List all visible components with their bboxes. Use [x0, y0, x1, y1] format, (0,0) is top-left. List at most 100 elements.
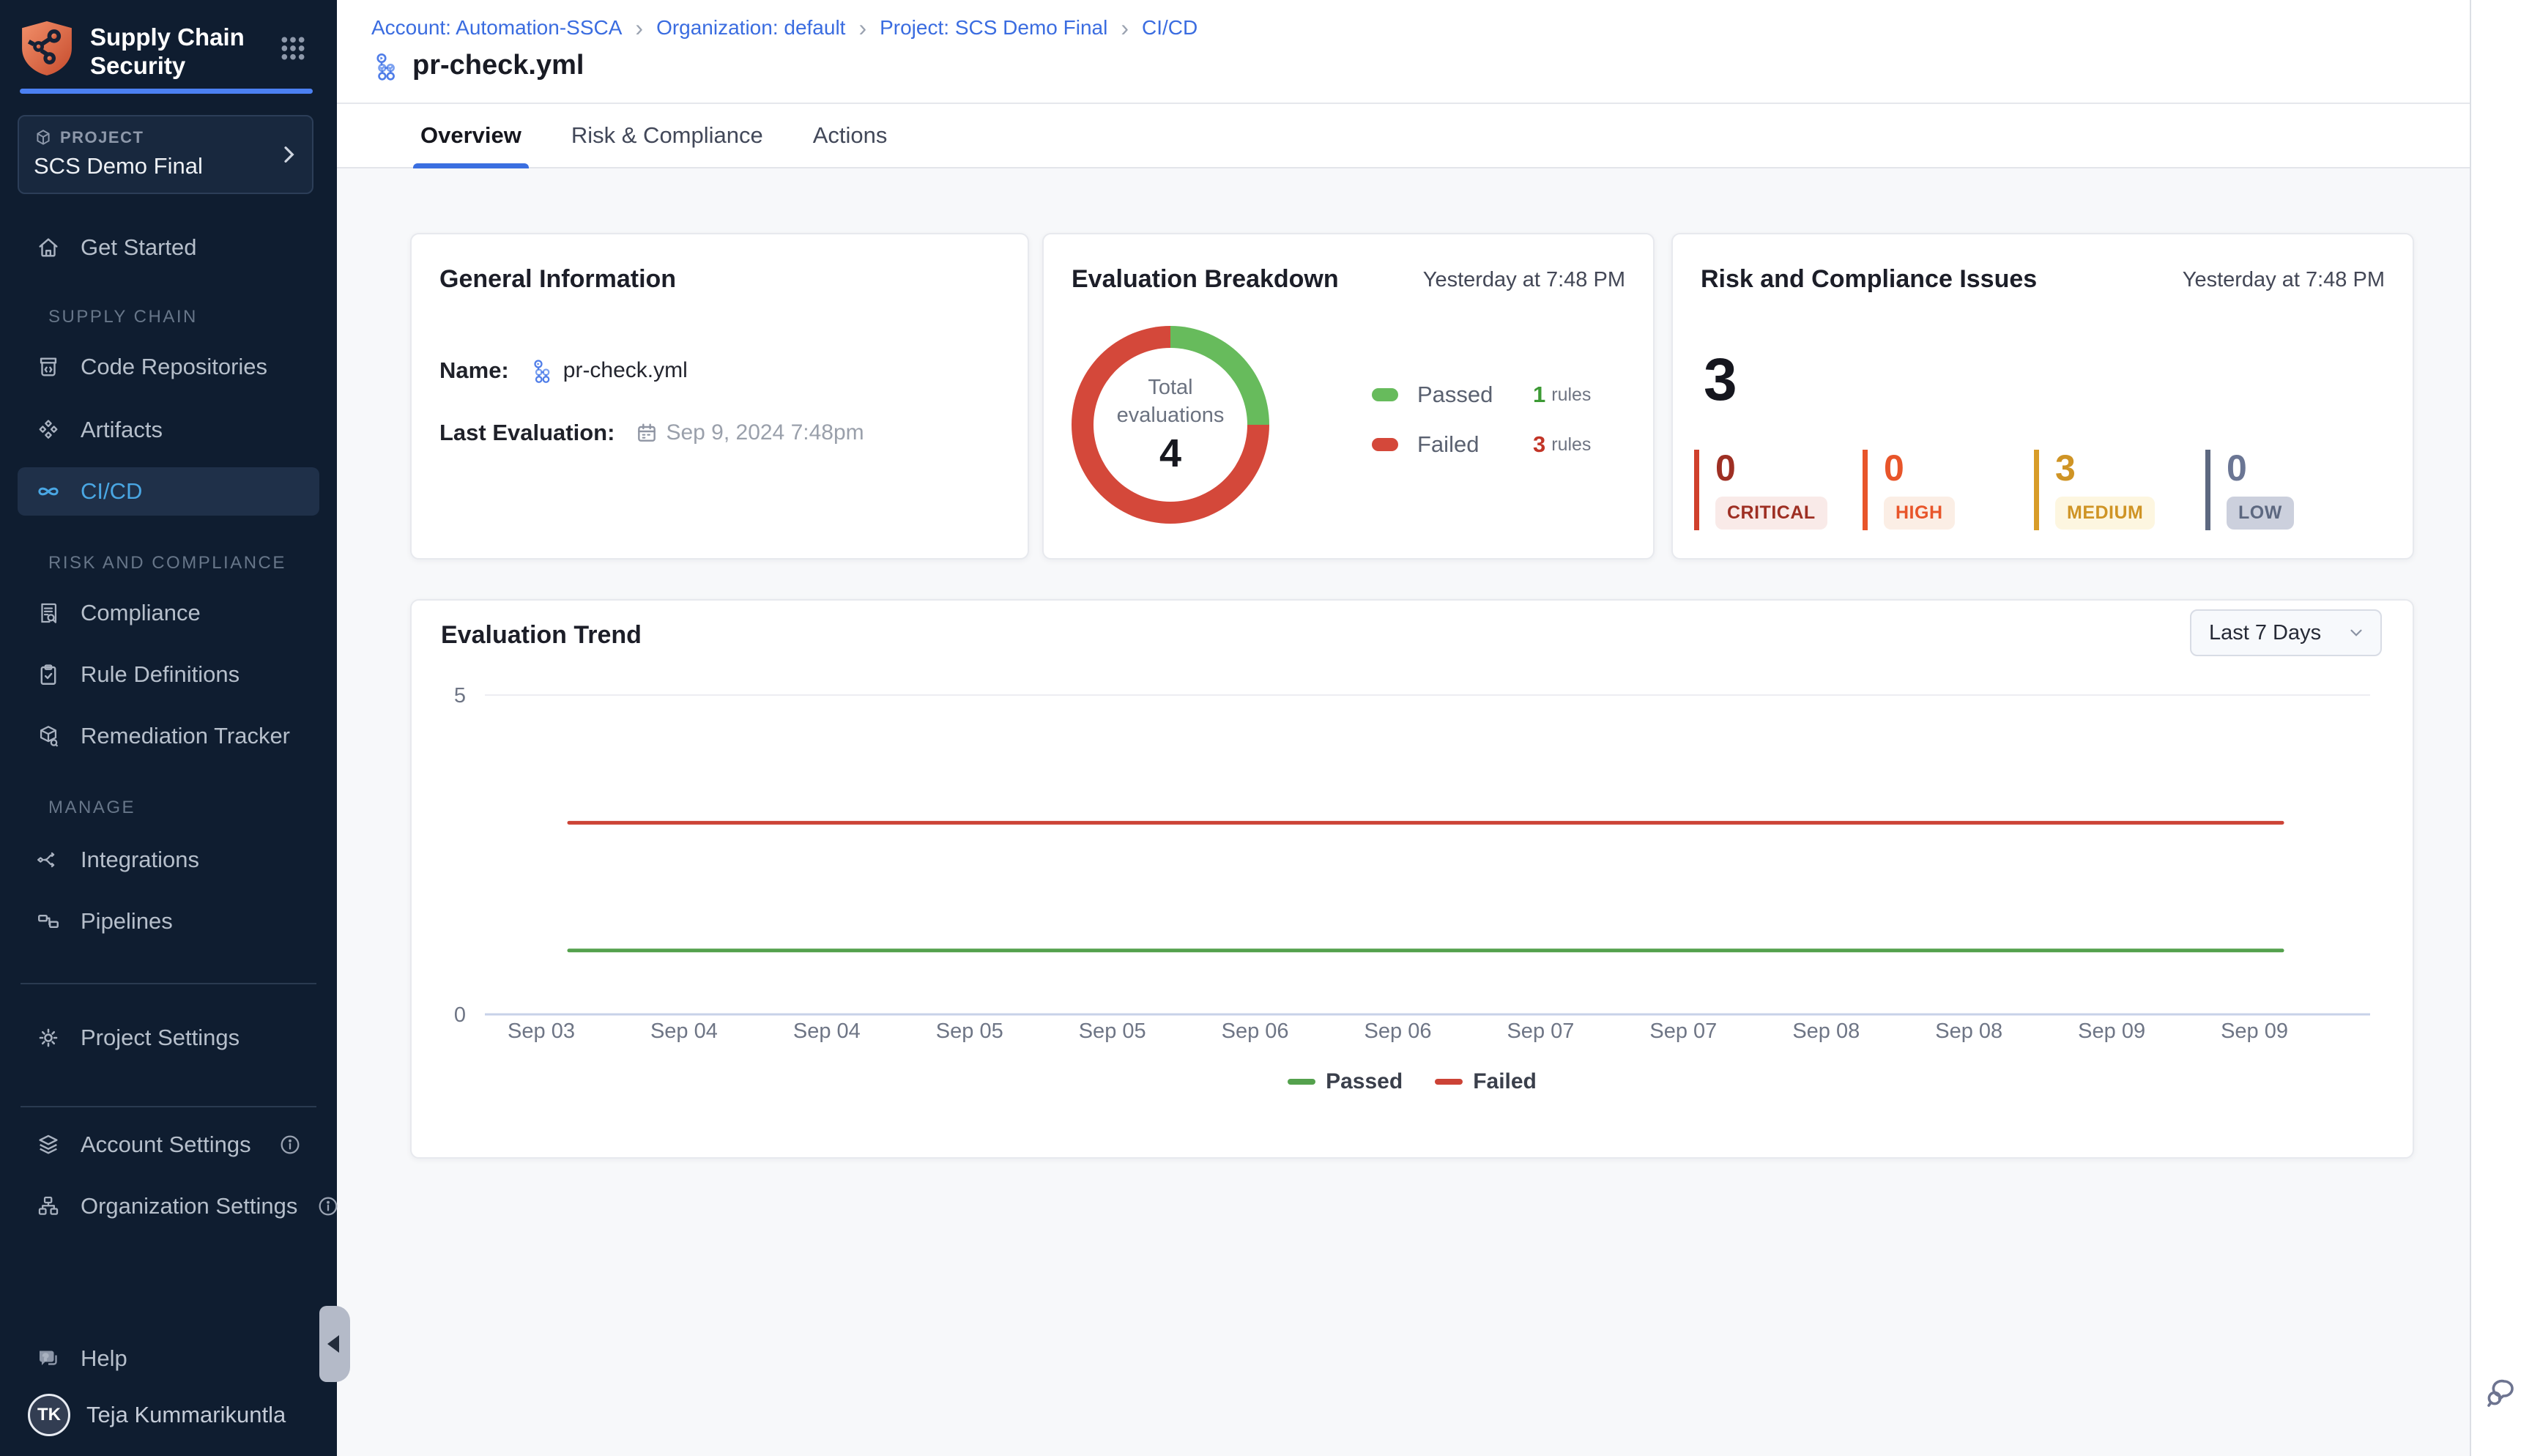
- calendar-icon: [635, 421, 658, 445]
- severity-badge: LOW: [2227, 497, 2294, 530]
- total-evaluations-value: 4: [1159, 431, 1181, 476]
- date-range-select[interactable]: Last 7 Days: [2190, 609, 2382, 656]
- last-evaluation-label: Last Evaluation:: [439, 420, 615, 446]
- legend-row-passed: Passed 1 rules: [1372, 379, 1591, 410]
- app-logo: Supply Chain Security: [20, 18, 259, 80]
- pipelines-icon: [35, 908, 62, 935]
- legend-passed: Passed: [1288, 1069, 1403, 1094]
- sidebar-item-label: Rule Definitions: [81, 661, 240, 688]
- app-grid-icon[interactable]: [278, 34, 308, 63]
- passed-dash: [1288, 1079, 1315, 1085]
- section-supply-chain: SUPPLY CHAIN: [18, 307, 319, 327]
- sidebar-item-label: Code Repositories: [81, 354, 267, 380]
- sidebar-item-label: Artifacts: [81, 417, 163, 443]
- severity-medium: 3 MEDIUM: [2034, 450, 2155, 530]
- section-risk-compliance: RISK AND COMPLIANCE: [18, 553, 319, 573]
- sidebar-item-label: CI/CD: [81, 478, 142, 505]
- sidebar-item-cicd[interactable]: CI/CD: [18, 467, 319, 516]
- evaluation-breakdown-card: Evaluation Breakdown Yesterday at 7:48 P…: [1042, 233, 1655, 560]
- svg-text:Sep 06: Sep 06: [1222, 1019, 1289, 1043]
- sidebar-item-project-settings[interactable]: Project Settings: [18, 1021, 319, 1055]
- chevron-down-icon: [2347, 623, 2366, 642]
- donut-center: Total evaluations 4: [1094, 348, 1247, 502]
- card-title: General Information: [439, 265, 676, 294]
- project-selector[interactable]: PROJECT SCS Demo Final: [18, 115, 313, 194]
- integrations-icon: [35, 847, 62, 873]
- sidebar-nav: Get Started SUPPLY CHAIN Code Repositori…: [0, 194, 337, 1456]
- sidebar-item-account-settings[interactable]: Account Settings: [18, 1128, 319, 1162]
- clipboard-check-icon: [35, 661, 62, 688]
- page-title: pr-check.yml: [412, 50, 584, 81]
- svg-text:Sep 03: Sep 03: [508, 1019, 575, 1043]
- sidebar-item-pipelines[interactable]: Pipelines: [18, 905, 319, 938]
- sidebar-item-label: Project Settings: [81, 1025, 240, 1051]
- home-icon: [35, 234, 62, 261]
- pipeline-file-icon: [530, 357, 556, 384]
- breadcrumb-project-link[interactable]: Project: SCS Demo Final: [880, 16, 1107, 40]
- tab-overview[interactable]: Overview: [413, 104, 529, 167]
- layers-icon: [35, 1132, 62, 1158]
- sidebar-item-compliance[interactable]: Compliance: [18, 596, 319, 630]
- info-icon[interactable]: [316, 1195, 340, 1218]
- breadcrumb-account-link[interactable]: Account: Automation-SSCA: [371, 16, 622, 40]
- sidebar-item-remediation-tracker[interactable]: Remediation Tracker: [18, 719, 319, 753]
- sidebar-item-rule-definitions[interactable]: Rule Definitions: [18, 658, 319, 691]
- sidebar-accent-divider: [20, 89, 313, 94]
- sidebar-item-organization-settings[interactable]: Organization Settings: [18, 1189, 319, 1223]
- failed-dash: [1435, 1079, 1463, 1085]
- sidebar-item-get-started[interactable]: Get Started: [18, 231, 319, 264]
- trend-legend: Passed Failed: [412, 1069, 2413, 1094]
- breadcrumb: Account: Automation-SSCA › Organization:…: [371, 16, 1198, 40]
- tab-actions[interactable]: Actions: [806, 104, 895, 167]
- passed-count: 1: [1533, 382, 1545, 408]
- app-title: Supply Chain Security: [90, 23, 259, 80]
- tab-bar: Overview Risk & Compliance Actions: [337, 104, 2470, 168]
- breadcrumb-cicd-link[interactable]: CI/CD: [1142, 16, 1198, 40]
- date-range-value: Last 7 Days: [2209, 621, 2347, 645]
- sidebar-collapse-handle[interactable]: [319, 1306, 350, 1382]
- card-title: Risk and Compliance Issues: [1701, 265, 2037, 294]
- shield-logo-icon: [20, 18, 74, 78]
- severity-critical: 0 CRITICAL: [1694, 450, 1827, 530]
- sidebar-item-help[interactable]: ? Help: [18, 1342, 319, 1375]
- name-row: Name: pr-check.yml: [439, 357, 688, 384]
- sidebar-item-code-repositories[interactable]: Code Repositories: [18, 350, 319, 384]
- svg-text:Sep 06: Sep 06: [1365, 1019, 1432, 1043]
- user-name: Teja Kummarikuntla: [86, 1402, 286, 1428]
- passed-pill: [1372, 388, 1398, 401]
- sidebar-item-label: Help: [81, 1345, 127, 1372]
- help-chat-icon: ?: [35, 1345, 62, 1372]
- breadcrumb-separator: ›: [1121, 18, 1129, 38]
- tab-risk-compliance[interactable]: Risk & Compliance: [564, 104, 771, 167]
- project-label: PROJECT: [60, 128, 144, 147]
- legend-row-failed: Failed 3 rules: [1372, 429, 1591, 460]
- breadcrumb-organization-link[interactable]: Organization: default: [656, 16, 845, 40]
- svg-text:0: 0: [454, 1003, 466, 1027]
- sidebar-item-integrations[interactable]: Integrations: [18, 843, 319, 877]
- section-manage: MANAGE: [18, 798, 319, 818]
- cube-icon: [34, 128, 53, 147]
- user-menu[interactable]: TK Teja Kummarikuntla: [18, 1392, 319, 1438]
- severity-high: 0 HIGH: [1863, 450, 1955, 530]
- total-issues-value: 3: [1704, 350, 1737, 410]
- svg-text:?: ?: [42, 1351, 48, 1362]
- svg-text:Sep 08: Sep 08: [1792, 1019, 1860, 1043]
- sidebar-item-label: Integrations: [81, 847, 199, 873]
- chat-icon[interactable]: [2483, 1375, 2518, 1411]
- document-search-icon: [35, 600, 62, 626]
- pipeline-file-icon: [371, 51, 402, 81]
- infinity-icon: [35, 478, 62, 505]
- card-title: Evaluation Breakdown: [1072, 265, 1339, 294]
- svg-text:5: 5: [454, 684, 466, 707]
- severity-badge: HIGH: [1884, 497, 1955, 530]
- sidebar-item-artifacts[interactable]: Artifacts: [18, 413, 319, 447]
- avatar: TK: [28, 1394, 70, 1436]
- sidebar-item-label: Pipelines: [81, 908, 173, 935]
- sidebar-item-label: Account Settings: [81, 1132, 251, 1158]
- trend-chart-svg: 05Sep 03Sep 04Sep 04Sep 05Sep 05Sep 06Se…: [412, 674, 2416, 1055]
- chevron-right-icon: [277, 143, 300, 166]
- info-icon[interactable]: [278, 1133, 302, 1156]
- artifacts-icon: [35, 417, 62, 443]
- project-name: SCS Demo Final: [34, 153, 297, 179]
- evaluations-donut-chart: Total evaluations 4: [1072, 326, 1269, 524]
